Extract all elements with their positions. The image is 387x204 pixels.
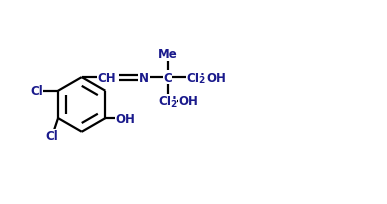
Text: CH: CH: [158, 95, 177, 108]
Text: Me: Me: [158, 48, 178, 61]
Text: CH: CH: [98, 71, 116, 84]
Text: 2: 2: [170, 99, 176, 108]
Text: CH: CH: [187, 71, 205, 84]
Text: OH: OH: [207, 71, 226, 84]
Text: Cl: Cl: [46, 130, 58, 142]
Text: C: C: [163, 71, 172, 84]
Text: N: N: [139, 71, 149, 84]
Text: OH: OH: [178, 95, 198, 108]
Text: OH: OH: [115, 112, 135, 125]
Text: 2: 2: [198, 76, 204, 85]
Text: Cl: Cl: [30, 85, 43, 98]
